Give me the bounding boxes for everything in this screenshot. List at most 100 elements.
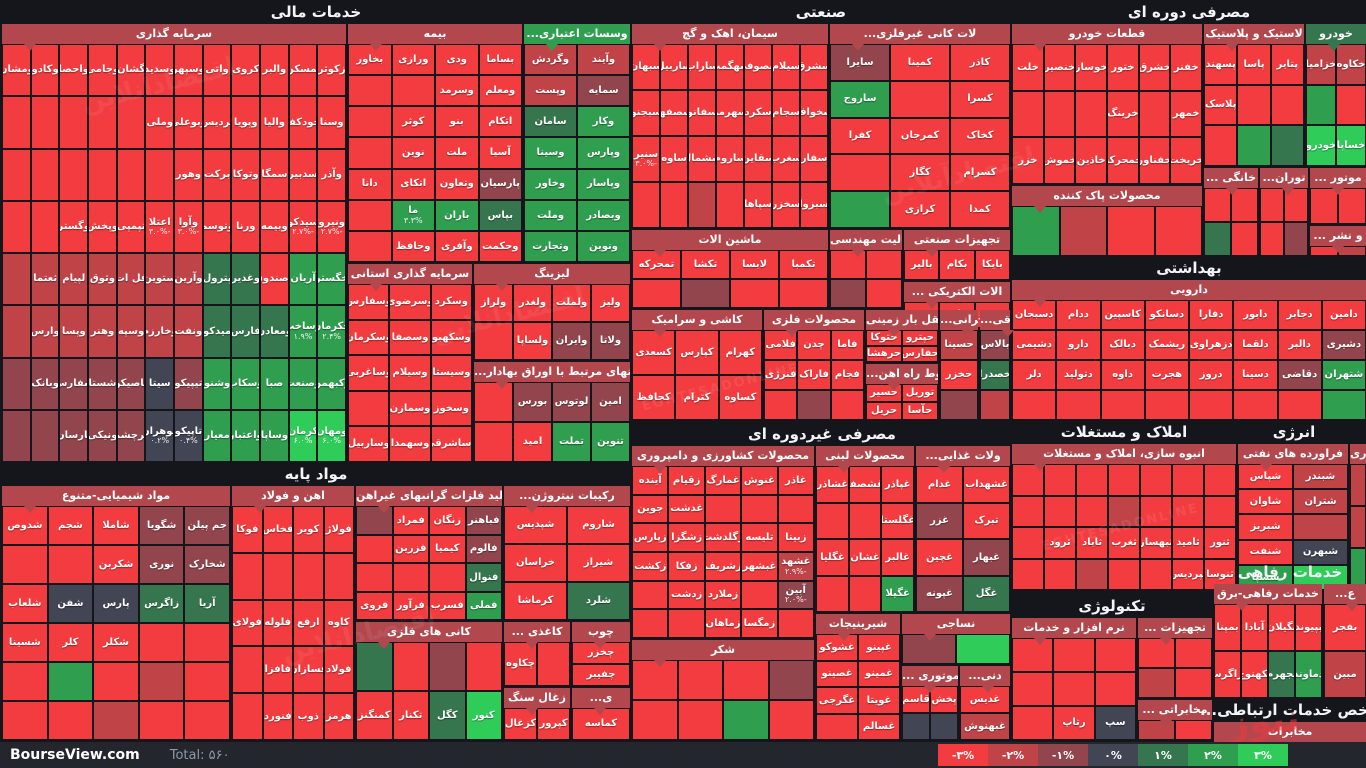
stock-tile[interactable]: خاذین (1076, 138, 1107, 183)
stock-tile[interactable] (3, 663, 47, 700)
stock-tile[interactable] (3, 306, 30, 357)
stock-tile[interactable] (817, 503, 848, 538)
stock-tile[interactable] (60, 149, 88, 200)
stock-tile[interactable]: دماوند (1296, 652, 1321, 697)
stock-tile[interactable] (724, 661, 768, 699)
stock-tile[interactable]: ولغدر (514, 285, 551, 321)
stock-tile[interactable]: خشرق (1139, 45, 1170, 90)
stock-tile[interactable] (357, 643, 392, 690)
stock-tile[interactable]: ثعتما (31, 254, 59, 305)
stock-tile[interactable]: رتاپ (1054, 707, 1094, 739)
stock-tile[interactable] (1101, 391, 1144, 419)
stock-tile[interactable] (1077, 496, 1108, 526)
stock-tile[interactable]: گوهران۰.۲% (146, 410, 174, 461)
subsector-header[interactable]: خودرو (1306, 24, 1366, 44)
stock-tile[interactable]: پارس (94, 585, 138, 622)
stock-tile[interactable] (60, 97, 88, 148)
stock-tile[interactable]: ومعادن (261, 306, 288, 357)
stock-tile[interactable] (705, 495, 741, 523)
stock-tile[interactable]: ارفع (294, 600, 323, 646)
stock-tile[interactable]: سدبیر (289, 149, 317, 200)
subsector-header[interactable]: ... خانگی (1204, 168, 1258, 188)
stock-tile[interactable]: مبین (1325, 652, 1365, 697)
stock-tile[interactable]: ثنور (1205, 528, 1235, 558)
stock-tile[interactable]: زگلدشت (705, 524, 741, 551)
stock-tile[interactable]: زنگان (430, 507, 465, 534)
stock-tile[interactable]: شتران (1294, 490, 1347, 514)
stock-tile[interactable]: غشهد -۲.۹% (778, 552, 813, 580)
stock-tile[interactable] (867, 280, 901, 307)
stock-tile[interactable] (1045, 496, 1076, 526)
subsector-header[interactable]: ... موتور (1310, 168, 1366, 188)
stock-tile[interactable] (633, 610, 668, 637)
stock-tile[interactable]: خراسان (505, 545, 566, 581)
stock-tile[interactable]: آریان (289, 254, 317, 305)
stock-tile[interactable] (669, 610, 704, 637)
stock-tile[interactable]: فنوال (466, 564, 501, 591)
stock-tile[interactable]: پردیس (203, 97, 231, 148)
stock-tile[interactable]: وآیند (578, 45, 629, 75)
stock-tile[interactable] (294, 553, 323, 599)
stock-tile[interactable]: سصوفی (745, 45, 772, 89)
stock-tile[interactable]: وکادو (31, 45, 59, 96)
stock-tile[interactable] (678, 661, 722, 699)
subsector-header[interactable]: قطعات خودرو (1012, 24, 1202, 44)
stock-tile[interactable] (1060, 207, 1106, 255)
stock-tile[interactable] (1294, 565, 1347, 589)
stock-tile[interactable] (393, 643, 428, 690)
stock-tile[interactable] (1045, 465, 1076, 495)
stock-tile[interactable]: وسپه (117, 306, 145, 357)
stock-tile[interactable]: شنفت (1239, 540, 1292, 564)
stock-tile[interactable]: ساروم (717, 137, 744, 181)
stock-tile[interactable] (1176, 669, 1211, 697)
stock-tile[interactable] (3, 97, 30, 148)
stock-tile[interactable] (349, 200, 391, 230)
stock-tile[interactable]: سجام (773, 91, 800, 135)
stock-tile[interactable]: کخاک (951, 118, 1009, 154)
stock-tile[interactable] (31, 149, 59, 200)
stock-tile[interactable]: فمراد (393, 507, 428, 534)
stock-tile[interactable]: دشیری (1322, 331, 1365, 359)
stock-tile[interactable]: ولراز (475, 285, 512, 321)
stock-tile[interactable]: سشرق (801, 45, 827, 89)
subsector-header[interactable]: ... کاغذی (504, 622, 570, 642)
stock-tile[interactable] (1285, 189, 1307, 221)
stock-tile[interactable]: غپونه (917, 576, 962, 611)
stock-tile[interactable]: خنصیر (1044, 45, 1075, 90)
stock-tile[interactable] (3, 254, 30, 305)
stock-tile[interactable]: سخزر (773, 183, 800, 227)
stock-tile[interactable]: حرهشا (867, 347, 901, 361)
stock-tile[interactable] (769, 661, 813, 699)
stock-tile[interactable]: غنوش (742, 467, 777, 494)
stock-tile[interactable]: سهرمز (717, 91, 744, 135)
stock-tile[interactable]: شکربن (94, 546, 138, 583)
stock-tile[interactable]: بپیوند (1296, 605, 1321, 650)
stock-tile[interactable]: بکهنوج (1242, 652, 1267, 697)
stock-tile[interactable]: کروی (232, 45, 260, 96)
stock-tile[interactable]: وسمازن (390, 391, 430, 426)
stock-tile[interactable] (1173, 496, 1204, 526)
subsector-header[interactable]: دارویی (1012, 280, 1366, 300)
subsector-header[interactable]: نساجی (902, 614, 1010, 634)
stock-tile[interactable]: کسرام (951, 155, 1009, 191)
stock-tile[interactable]: شگویا (139, 507, 184, 544)
stock-tile[interactable] (1057, 391, 1100, 419)
stock-tile[interactable] (1261, 223, 1283, 255)
stock-tile[interactable]: معیار (203, 410, 231, 461)
subsector-header[interactable]: ...وسسات اعتباری (524, 24, 630, 44)
stock-tile[interactable]: ومهان ۶.۰% (318, 410, 345, 461)
stock-tile[interactable]: وآفری (436, 231, 478, 261)
stock-tile[interactable]: سهگمت (717, 45, 744, 89)
stock-tile[interactable] (139, 702, 184, 739)
stock-tile[interactable] (1013, 707, 1053, 739)
stock-tile[interactable]: سفار (801, 137, 827, 181)
stock-tile[interactable]: فوکا (233, 507, 262, 552)
stock-tile[interactable] (1141, 465, 1172, 495)
stock-tile[interactable]: زمگسا (742, 610, 777, 637)
stock-tile[interactable]: ما ۳.۳% (392, 200, 434, 230)
stock-tile[interactable]: غشوکو (817, 635, 857, 660)
stock-tile[interactable]: تنوین (592, 423, 629, 461)
stock-tile[interactable]: شیراز (568, 545, 629, 581)
stock-tile[interactable] (146, 149, 174, 200)
